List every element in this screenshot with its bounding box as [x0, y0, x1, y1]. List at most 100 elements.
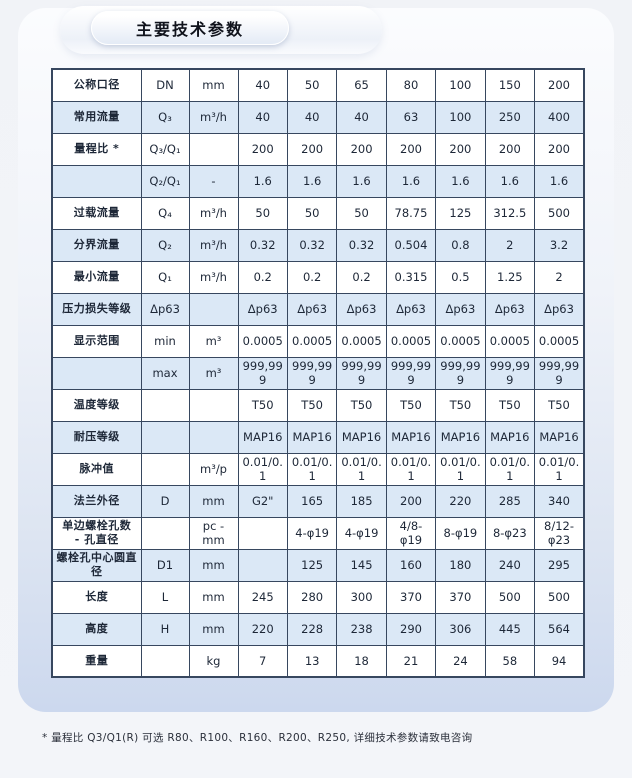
param-label: [51, 356, 142, 390]
param-value: 1.6: [534, 164, 585, 198]
param-value: T50: [237, 388, 288, 422]
param-value: T50: [385, 388, 437, 422]
param-symbol: D1: [140, 548, 190, 582]
param-symbol: [140, 516, 190, 550]
param-symbol: Q₂/Q₁: [140, 164, 190, 198]
param-value: 4-φ19: [286, 516, 338, 550]
param-label: 最小流量: [51, 260, 142, 294]
param-value: Δp63: [336, 292, 387, 326]
param-label: 螺栓孔中心圆直径: [51, 548, 142, 582]
param-value: 7: [237, 644, 288, 678]
spec-table: 公称口径 DN mm 40 50 65 80 100 150 200 常用流量 Q₃ m³/h 40 40 4…: [51, 68, 585, 678]
table-row: 最小流量 Q₁ m³/h 0.2 0.2 0.2 0.315 0.5 1.25 2: [51, 260, 585, 294]
param-value: 0.0005: [484, 324, 536, 358]
param-value: 80: [385, 68, 437, 102]
param-unit: m³/h: [188, 196, 239, 230]
param-value: MAP16: [336, 420, 387, 454]
param-value: 250: [484, 100, 536, 134]
param-value: T50: [336, 388, 387, 422]
param-value: 0.01/0.1: [286, 452, 338, 486]
param-symbol: Q₁: [140, 260, 190, 294]
param-value: 999,999: [484, 356, 536, 390]
param-value: 0.0005: [534, 324, 585, 358]
param-value: 200: [385, 484, 437, 518]
param-value: 0.2: [237, 260, 288, 294]
param-label: 单边螺栓孔数 - 孔直径: [51, 516, 142, 550]
param-unit: kg: [188, 644, 239, 678]
param-unit: mm: [188, 548, 239, 582]
param-value: 0.01/0.1: [484, 452, 536, 486]
param-value: 306: [435, 612, 486, 646]
param-value: MAP16: [484, 420, 536, 454]
param-value: T50: [484, 388, 536, 422]
param-value: 564: [534, 612, 585, 646]
param-value: 200: [484, 132, 536, 166]
param-value: 3.2: [534, 228, 585, 262]
param-value: 500: [534, 580, 585, 614]
param-value: 185: [336, 484, 387, 518]
param-value: 200: [385, 132, 437, 166]
table-row: 常用流量 Q₃ m³/h 40 40 40 63 100 250 400: [51, 100, 585, 134]
table-row: 重量 kg 7 13 18 21 24 58 94: [51, 644, 585, 678]
table-row: Q₂/Q₁ -1.6 1.6 1.6 1.6 1.6 1.6 1.6: [51, 164, 585, 198]
param-value: [237, 516, 288, 550]
param-value: 13: [286, 644, 338, 678]
param-value: 40: [237, 68, 288, 102]
param-value: 0.2: [336, 260, 387, 294]
param-value: 8/12- φ23: [534, 516, 585, 550]
param-value: 0.0005: [435, 324, 486, 358]
param-value: 0.504: [385, 228, 437, 262]
param-unit: [188, 420, 239, 454]
table-row: 过载流量 Q₄ m³/h 50 50 50 78.75 125 312.5 500: [51, 196, 585, 230]
param-value: Δp63: [534, 292, 585, 326]
param-value: 125: [286, 548, 338, 582]
param-value: 24: [435, 644, 486, 678]
param-value: 1.6: [286, 164, 338, 198]
param-symbol: [140, 388, 190, 422]
param-unit: mm: [188, 612, 239, 646]
param-unit: -: [188, 164, 239, 198]
param-value: 245: [237, 580, 288, 614]
param-value: 2: [484, 228, 536, 262]
param-value: 312.5: [484, 196, 536, 230]
param-value: 50: [286, 68, 338, 102]
param-value: 300: [336, 580, 387, 614]
param-value: 200: [336, 132, 387, 166]
param-value: MAP16: [435, 420, 486, 454]
param-value: 100: [435, 100, 486, 134]
param-symbol: Q₂: [140, 228, 190, 262]
param-unit: m³/h: [188, 260, 239, 294]
param-value: 0.01/0.1: [534, 452, 585, 486]
table-row: 温度等级 T50 T50 T50 T50 T50 T50 T50: [51, 388, 585, 422]
param-value: 285: [484, 484, 536, 518]
param-symbol: D: [140, 484, 190, 518]
param-label: 压力损失等级: [51, 292, 142, 326]
tab-main-parameters[interactable]: 主要技术参数: [91, 11, 289, 45]
param-symbol: L: [140, 580, 190, 614]
param-value: 50: [336, 196, 387, 230]
param-value: 40: [336, 100, 387, 134]
param-value: 445: [484, 612, 536, 646]
param-label: [51, 164, 142, 198]
param-unit: [188, 388, 239, 422]
param-value: 200: [534, 68, 585, 102]
param-unit: m³: [188, 324, 239, 358]
footnote: * 量程比 Q3/Q1(R) 可选 R80、R100、R160、R200、R25…: [42, 732, 473, 744]
param-unit: m³/h: [188, 100, 239, 134]
param-symbol: min: [140, 324, 190, 358]
param-value: 0.32: [336, 228, 387, 262]
param-value: 94: [534, 644, 585, 678]
param-unit: m³/h: [188, 228, 239, 262]
param-value: 1.6: [435, 164, 486, 198]
table-row: 耐压等级 MAP16 MAP16 MAP16 MAP16 MAP16 MAP16 MAP16: [51, 420, 585, 454]
param-value: MAP16: [534, 420, 585, 454]
param-label: 显示范围: [51, 324, 142, 358]
param-value: T50: [534, 388, 585, 422]
param-unit: mm: [188, 580, 239, 614]
param-value: 0.32: [237, 228, 288, 262]
param-value: 4-φ19: [336, 516, 387, 550]
param-unit: pc - mm: [188, 516, 239, 550]
param-value: 200: [534, 132, 585, 166]
